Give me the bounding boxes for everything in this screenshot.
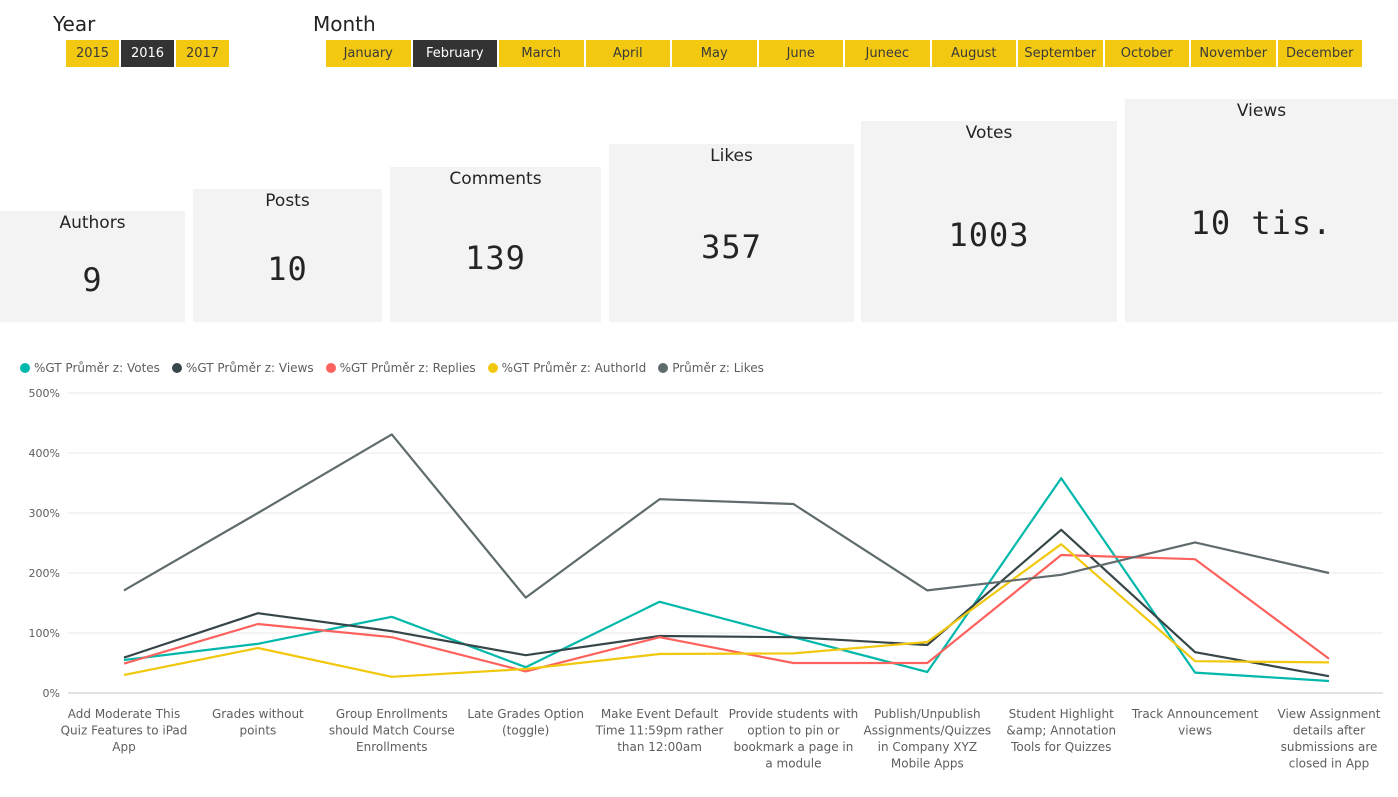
kpi-value: 10 <box>267 250 308 288</box>
x-tick-label: Make Event Default <box>601 707 719 721</box>
x-tick-label: in Company XYZ <box>878 740 977 754</box>
x-tick-label: Time 11:59pm rather <box>595 724 724 738</box>
kpi-label: Comments <box>449 169 542 189</box>
kpi-label: Authors <box>59 213 126 233</box>
kpi-card-posts: Posts 10 <box>193 189 382 322</box>
series-line-5 <box>123 433 1330 599</box>
kpi-label: Votes <box>965 123 1013 143</box>
x-tick-label: Quiz Features to iPad <box>61 724 188 738</box>
legend-marker <box>171 363 182 373</box>
series-line-1 <box>123 477 1330 683</box>
x-tick-label: Publish/Unpublish <box>874 707 981 721</box>
kpi-card-votes: Votes 1003 <box>861 121 1117 322</box>
x-tick-label: Provide students with <box>729 707 859 721</box>
x-tick-label: Track Announcement <box>1131 707 1259 721</box>
month-slicer-title: Month <box>313 12 376 36</box>
y-tick-label: 500% <box>29 387 60 400</box>
kpi-label: Posts <box>265 191 310 211</box>
month_slicer-option-june[interactable]: June <box>758 40 843 67</box>
legend-item[interactable]: %GT Průměr z: Views <box>171 361 314 375</box>
month_slicer-option-september[interactable]: September <box>1018 40 1103 67</box>
year_slicer-option-2015[interactable]: 2015 <box>66 40 119 67</box>
year-slicer-title: Year <box>53 12 96 36</box>
kpi-value: 139 <box>465 239 526 277</box>
x-tick-label: closed in App <box>1289 757 1370 771</box>
kpi-value: 1003 <box>948 216 1030 254</box>
kpi-card-authors: Authors 9 <box>0 211 185 322</box>
month_slicer-option-november[interactable]: November <box>1191 40 1276 67</box>
legend-marker <box>325 363 336 373</box>
series-line-2 <box>123 528 1330 678</box>
kpi-value: 9 <box>82 261 103 299</box>
year_slicer-option-2017[interactable]: 2017 <box>176 40 229 67</box>
legend-marker <box>20 363 30 373</box>
year-slicer: 2015 2016 2017 <box>66 40 229 67</box>
x-tick-label: bookmark a page in <box>733 740 853 754</box>
x-tick-label: option to pin or <box>747 724 839 738</box>
legend-item[interactable]: Průměr z: Likes <box>658 361 764 375</box>
month_slicer-option-december[interactable]: December <box>1277 40 1362 67</box>
x-tick-label: views <box>1178 724 1212 738</box>
legend-item[interactable]: %GT Průměr z: AuthorId <box>487 361 647 375</box>
x-tick-label: Add Moderate This <box>68 707 180 721</box>
y-tick-label: 300% <box>29 507 60 520</box>
x-tick-label: View Assignment <box>1278 707 1381 721</box>
kpi-value: 10 tis. <box>1190 204 1333 242</box>
y-tick-label: 0% <box>43 687 60 700</box>
kpi-label: Likes <box>710 146 753 166</box>
legend-label: %GT Průměr z: Replies <box>339 361 476 375</box>
y-tick-label: 400% <box>29 447 60 460</box>
month_slicer-option-october[interactable]: October <box>1104 40 1189 67</box>
legend-marker <box>487 363 498 373</box>
x-tick-label: should Match Course <box>329 724 455 738</box>
month-slicer: January February March April May June Juneec Au… <box>326 40 1362 67</box>
x-tick-label: points <box>239 724 276 738</box>
legend-item[interactable]: %GT Průměr z: Replies <box>325 361 476 375</box>
month_slicer-option-january[interactable]: January <box>326 40 411 67</box>
x-tick-label: Tools for Quizzes <box>1010 740 1111 754</box>
legend-item[interactable]: %GT Průměr z: Votes <box>20 361 160 375</box>
kpi-value: 357 <box>701 228 762 266</box>
month_slicer-option-april[interactable]: April <box>585 40 670 67</box>
x-tick-label: submissions are <box>1281 740 1378 754</box>
month_slicer-option-february[interactable]: February <box>412 40 497 67</box>
legend-marker <box>658 363 669 373</box>
kpi-card-comments: Comments 139 <box>390 167 601 322</box>
x-tick-label: than 12:00am <box>617 740 702 754</box>
month_slicer-option-juneec[interactable]: Juneec <box>845 40 930 67</box>
kpi-label: Views <box>1236 101 1287 121</box>
month_slicer-option-august[interactable]: August <box>931 40 1016 67</box>
x-tick-label: Mobile Apps <box>891 757 964 771</box>
legend-label: %GT Průměr z: Views <box>185 361 314 375</box>
x-tick-label: App <box>112 740 135 754</box>
kpi-card-views: Views 10 tis. <box>1125 99 1398 322</box>
x-tick-label: Late Grades Option <box>467 707 584 721</box>
series-line-4 <box>123 543 1330 678</box>
month_slicer-option-may[interactable]: May <box>672 40 757 67</box>
x-tick-label: &amp; Annotation <box>1006 724 1116 738</box>
series-line-3 <box>123 553 1330 673</box>
x-tick-label: Group Enrollments <box>336 707 448 721</box>
chart-legend: %GT Průměr z: Votes %GT Průměr z: Views %G… <box>20 361 764 375</box>
legend-label: Průměr z: Likes <box>672 361 764 375</box>
y-tick-label: 100% <box>29 627 60 640</box>
legend-label: %GT Průměr z: Votes <box>34 361 160 375</box>
kpi-card-likes: Likes 357 <box>609 144 854 322</box>
year_slicer-option-2016[interactable]: 2016 <box>121 40 174 67</box>
x-tick-label: Assignments/Quizzes <box>864 724 992 738</box>
y-tick-label: 200% <box>29 567 60 580</box>
x-tick-label: Grades without <box>212 707 304 721</box>
month_slicer-option-march[interactable]: March <box>499 40 584 67</box>
x-tick-label: Student Highlight <box>1009 707 1115 721</box>
x-tick-label: Enrollments <box>356 740 428 754</box>
x-tick-label: (toggle) <box>502 724 549 738</box>
x-tick-label: a module <box>765 757 821 771</box>
legend-label: %GT Průměr z: AuthorId <box>501 361 647 375</box>
x-tick-label: details after <box>1293 724 1365 738</box>
